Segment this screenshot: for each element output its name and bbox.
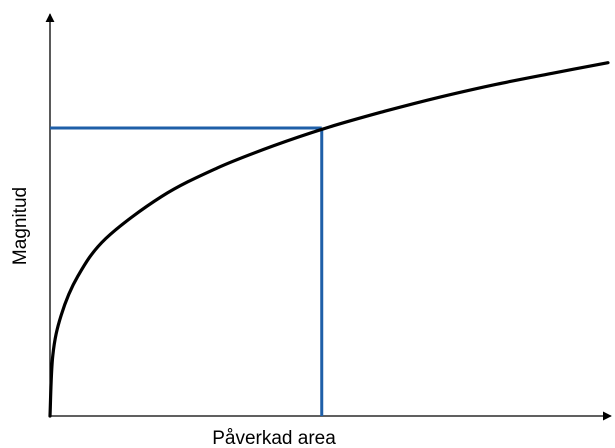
guide-lines [50,126,324,416]
series-layer [48,61,610,418]
y-axis-label: Magnitud [10,187,31,265]
x-axis-label: Påverkad area [212,428,336,448]
series-line-0 [48,61,610,418]
